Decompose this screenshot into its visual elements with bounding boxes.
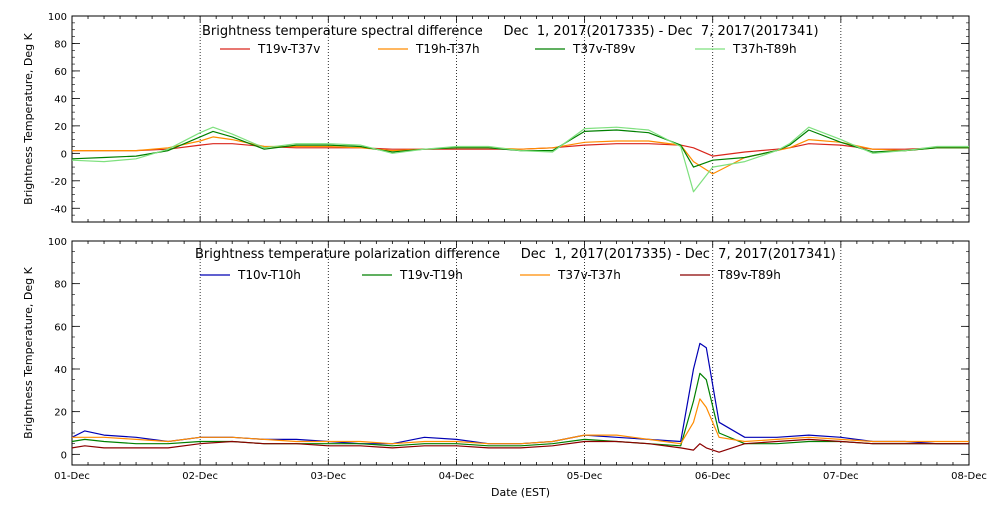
x-tick-label: 07-Dec: [823, 471, 859, 482]
legend-label: T37v-T89v: [572, 42, 635, 56]
x-tick-label: 01-Dec: [54, 471, 90, 482]
y-tick-label: -40: [51, 204, 67, 215]
y-tick-label: 100: [48, 237, 67, 248]
plot-frame: [71, 15, 970, 223]
x-tick-label: 02-Dec: [182, 471, 218, 482]
x-tick-label: 06-Dec: [695, 471, 731, 482]
chart-title: Brightness temperature polarization diff…: [195, 247, 836, 262]
y-axis-title: Brightness Temperature, Deg K: [22, 32, 35, 204]
series-line-T19h-T37h: [72, 136, 969, 175]
y-tick-label: 0: [61, 149, 67, 160]
y-tick-label: 20: [54, 122, 67, 133]
x-axis-title: Date (EST): [491, 486, 550, 499]
y-tick-label: 40: [54, 365, 67, 376]
panel-1: -40 -20 0 20 40 60 80 100 Brightness Temperature…: [22, 12, 970, 223]
legend-label: T10v-T10h: [237, 268, 301, 282]
legend-label: T19v-T19h: [399, 268, 463, 282]
legend-label: T89v-T89h: [717, 268, 781, 282]
series-line-T10v-T10h: [71, 342, 969, 445]
x-tick-label: 05-Dec: [567, 471, 603, 482]
y-tick-label: 60: [54, 67, 67, 78]
series-line-T19v-T37v: [72, 143, 969, 157]
series-line-T37v-T89v: [71, 129, 969, 168]
y-tick-label: 0: [61, 450, 67, 461]
x-tick-label: 03-Dec: [310, 471, 346, 482]
legend-label: T37v-T37h: [557, 268, 621, 282]
series-line-T37h-T89h: [71, 126, 969, 193]
y-tick-label: 20: [54, 408, 67, 419]
y-tick-label: 80: [54, 39, 67, 50]
panel-2: 0 20 40 60 80 100 Brightness Temperature, Deg …: [22, 237, 970, 466]
y-axis-title: Brightness Temperature, Deg K: [22, 266, 35, 438]
legend-label: T19h-T37h: [415, 42, 480, 56]
legend-label: T19v-T37v: [257, 42, 320, 56]
y-tick-label: 100: [48, 12, 67, 23]
series-line-T89v-T89h: [71, 438, 969, 453]
series-line-T19v-T19h: [71, 372, 969, 447]
y-tick-label: 80: [54, 280, 67, 291]
x-tick-label: 08-Dec: [951, 471, 987, 482]
series-line-T37v-T37h: [72, 398, 969, 445]
y-tick-label: 60: [54, 322, 67, 333]
y-tick-label: -20: [51, 177, 67, 188]
x-tick-label: 04-Dec: [439, 471, 475, 482]
chart-title: Brightness temperature spectral differen…: [202, 24, 819, 39]
y-tick-label: 40: [54, 94, 67, 105]
legend-label: T37h-T89h: [732, 42, 797, 56]
